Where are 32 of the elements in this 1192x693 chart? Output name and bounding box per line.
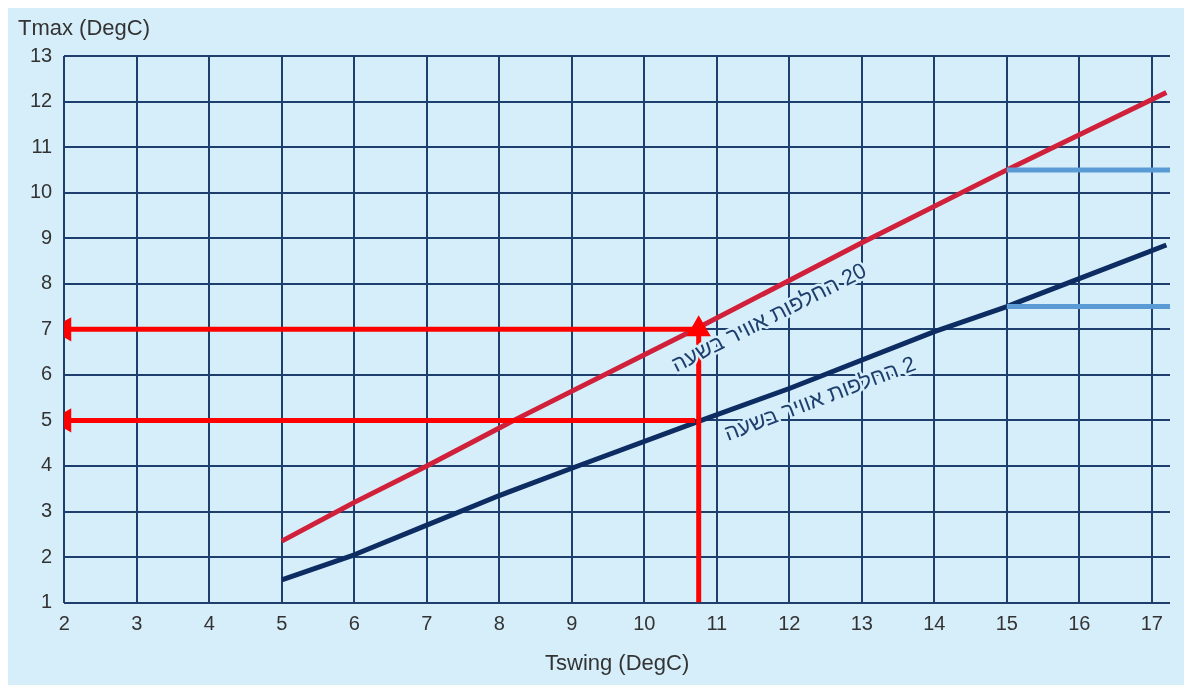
- x-tick-label: 15: [995, 612, 1018, 635]
- x-tick-label: 16: [1068, 612, 1091, 635]
- x-tick-label: 3: [131, 612, 143, 635]
- x-tick-label: 10: [633, 612, 656, 635]
- x-tick-label: 13: [850, 612, 873, 635]
- y-tick-label: 11: [31, 134, 53, 157]
- x-tick-label: 8: [493, 612, 505, 635]
- y-tick-label: 8: [41, 271, 53, 294]
- y-tick-label: 13: [30, 43, 53, 66]
- y-tick-label: 3: [41, 499, 53, 522]
- x-tick-label: 12: [778, 612, 801, 635]
- x-tick-label: 17: [1140, 612, 1163, 635]
- x-tick-label: 5: [276, 612, 288, 635]
- y-tick-label: 7: [41, 316, 53, 339]
- y-tick-label: 9: [41, 225, 53, 248]
- x-tick-label: 4: [203, 612, 215, 635]
- y-tick-label: 5: [41, 407, 53, 430]
- y-tick-label: 6: [41, 362, 53, 385]
- x-tick-label: 2: [58, 612, 70, 635]
- x-tick-label: 6: [348, 612, 360, 635]
- x-axis-title: Tswing (DegC): [544, 649, 690, 675]
- y-tick-label: 4: [41, 453, 53, 476]
- x-tick-label: 14: [923, 612, 946, 635]
- x-tick-label: 11: [706, 612, 728, 635]
- y-tick-label: 2: [41, 544, 53, 567]
- y-tick-label: 12: [30, 89, 53, 112]
- x-tick-label: 9: [566, 612, 578, 635]
- y-axis-title: Tmax (DegC): [18, 15, 151, 41]
- text: 2 החלפות אוויר בשעה: [720, 350, 920, 446]
- y-tick-label: 1: [41, 590, 53, 613]
- x-tick-label: 7: [421, 612, 433, 635]
- y-tick-label: 10: [30, 180, 53, 203]
